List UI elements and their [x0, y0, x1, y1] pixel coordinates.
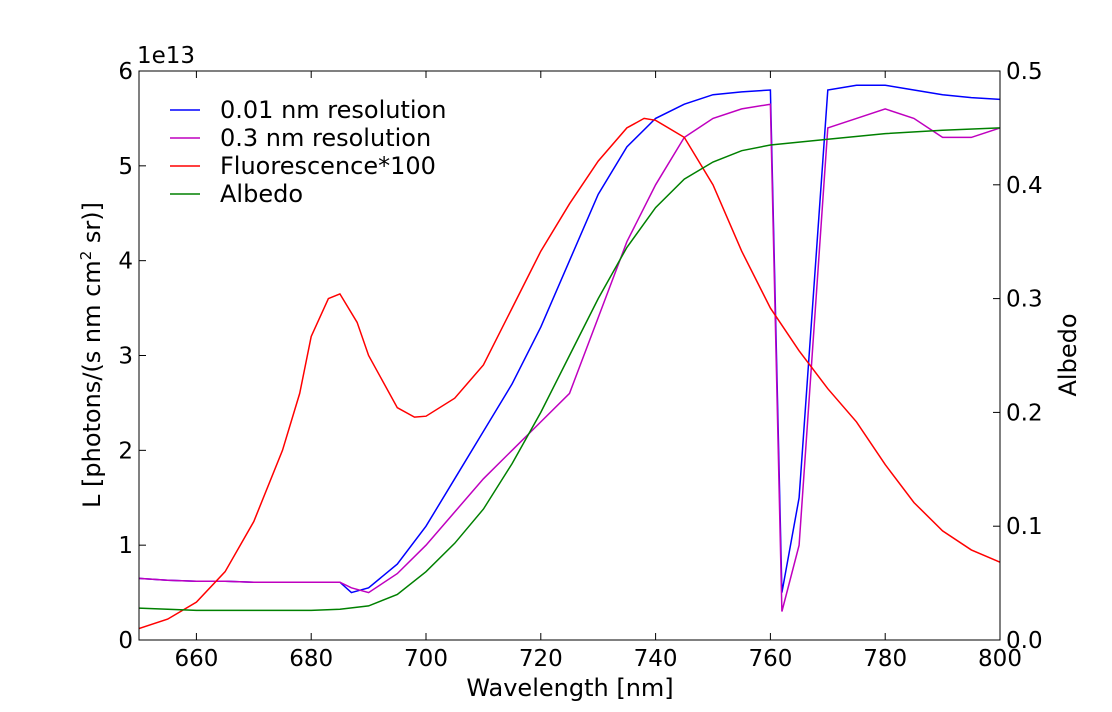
x-tick-label: 680: [289, 646, 333, 672]
y-right-tick-label: 0.0: [1006, 628, 1043, 654]
series-line-0-3-nm-resolution: [139, 103, 1000, 612]
legend-label-fluorescence-100: Fluorescence*100: [220, 152, 436, 180]
y-right-tick-label: 0.5: [1006, 59, 1043, 85]
y-left-tick-label: 3: [118, 344, 133, 370]
y-left-tick-label: 5: [118, 154, 133, 180]
y-left-title-tail: sr)]: [78, 202, 106, 251]
y-left-tick-label: 0: [118, 628, 133, 654]
y-right-tick-label: 0.3: [1006, 287, 1043, 313]
x-tick-label: 660: [174, 646, 218, 672]
y-left-title-main: L [photons/(s nm cm: [78, 260, 106, 508]
x-tick-label: 700: [404, 646, 448, 672]
y-left-tick-label: 2: [118, 438, 133, 464]
series-layer: [139, 84, 1000, 630]
x-tick-label: 800: [978, 646, 1022, 672]
x-tick-label: 740: [634, 646, 678, 672]
legend-label-0-01-nm-resolution: 0.01 nm resolution: [220, 96, 446, 124]
series-line-fluorescence-100: [139, 117, 1000, 630]
x-tick-label: 780: [863, 646, 907, 672]
y-left-tick-label: 6: [118, 59, 133, 85]
y-left-axis-title: L [photons/(s nm cm2 sr)]: [77, 202, 106, 508]
y-left-tick-label: 4: [118, 249, 133, 275]
legend-label-0-3-nm-resolution: 0.3 nm resolution: [220, 124, 431, 152]
y-right-tick-label: 0.1: [1006, 514, 1043, 540]
y-left-title-sup: 2: [77, 251, 95, 261]
series-line-albedo: [139, 127, 1000, 612]
x-tick-label: 760: [748, 646, 792, 672]
x-tick-label: 720: [519, 646, 563, 672]
y-right-axis-title: Albedo: [1054, 313, 1082, 396]
y-left-tick-label: 1: [118, 533, 133, 559]
y-right-tick-label: 0.4: [1006, 173, 1043, 199]
x-axis-title: Wavelength [nm]: [466, 674, 673, 702]
y-left-offset-label: 1e13: [137, 43, 195, 69]
legend-label-albedo: Albedo: [220, 180, 303, 208]
ticks-layer: 660 680 700 720 740 760 780 800 0 1 2 3 4 5 6 0.0 0.1 0.2…: [118, 59, 1042, 672]
y-right-tick-label: 0.2: [1006, 400, 1043, 426]
